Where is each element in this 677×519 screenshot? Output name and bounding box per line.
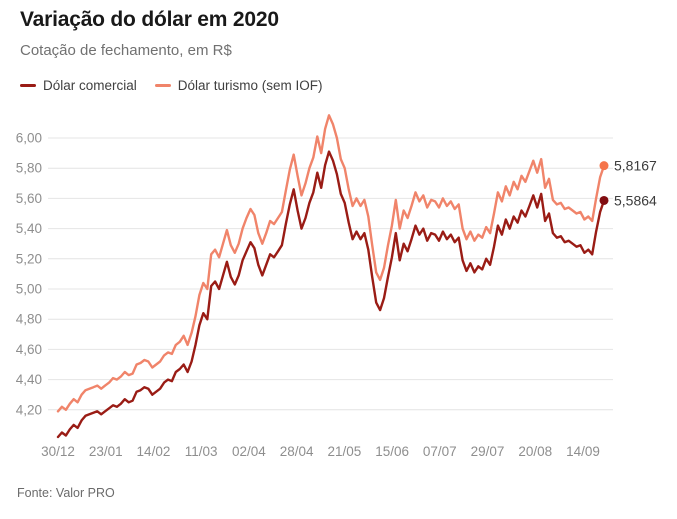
x-axis-tick-label: 02/04	[232, 444, 266, 459]
x-axis-tick-label: 21/05	[327, 444, 361, 459]
y-axis-tick-label: 5,80	[16, 161, 42, 176]
line-chart-svg: 4,20 4,40 4,60 4,80 5,00 5,20 5,40 5,60 5,80 6,00…	[16, 114, 657, 459]
series-end-dot	[599, 195, 609, 205]
y-axis-tick-label: 5,00	[16, 282, 42, 297]
page-title: Variação do dólar em 2020	[20, 8, 279, 31]
x-axis-tick-label: 23/01	[89, 444, 123, 459]
series-end-dot	[599, 161, 609, 171]
series-line	[56, 114, 606, 413]
legend-swatch-comercial	[20, 84, 36, 87]
x-axis-tick-label: 14/02	[137, 444, 171, 459]
legend: Dólar comercial Dólar turismo (sem IOF)	[20, 78, 323, 93]
x-axis-tick-label: 11/03	[185, 444, 218, 459]
legend-item-dolar-turismo: Dólar turismo (sem IOF)	[154, 78, 323, 93]
x-axis-tick-label: 29/07	[471, 444, 505, 459]
x-axis-tick-label: 14/09	[566, 444, 600, 459]
x-axis-tick-label: 20/08	[518, 444, 552, 459]
legend-item-dolar-comercial: Dólar comercial	[20, 78, 137, 93]
y-axis-tick-label: 6,00	[16, 131, 42, 146]
series-line	[56, 150, 606, 439]
y-axis-tick-label: 4,40	[16, 372, 42, 387]
y-axis-tick-label: 4,60	[16, 342, 42, 357]
x-axis-tick-label: 30/12	[41, 444, 75, 459]
legend-label-turismo: Dólar turismo (sem IOF)	[177, 78, 323, 93]
x-axis-tick-label: 15/06	[375, 444, 409, 459]
source-note: Fonte: Valor PRO	[17, 486, 115, 500]
legend-label-comercial: Dólar comercial	[43, 78, 137, 93]
series-end-value-label: 5,5864	[614, 192, 657, 208]
x-axis-tick-label: 28/04	[280, 444, 314, 459]
y-axis-tick-label: 4,20	[16, 402, 42, 417]
chart-subtitle: Cotação de fechamento, em R$	[20, 42, 232, 59]
series-end-value-label: 5,8167	[614, 158, 657, 174]
legend-swatch-turismo	[154, 84, 171, 87]
y-axis-tick-label: 5,60	[16, 191, 42, 206]
y-axis-tick-label: 5,20	[16, 251, 42, 266]
x-axis-tick-label: 07/07	[423, 444, 457, 459]
y-axis-tick-label: 4,80	[16, 312, 42, 327]
y-axis-tick-label: 5,40	[16, 221, 42, 236]
